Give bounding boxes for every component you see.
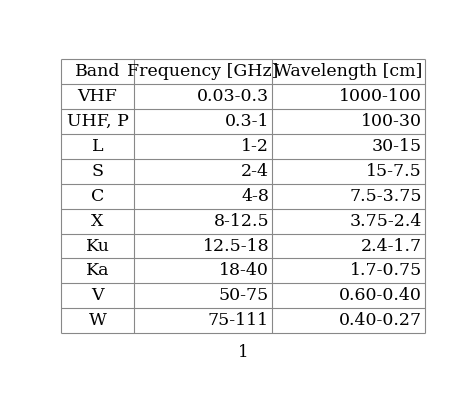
Text: L: L bbox=[91, 138, 103, 155]
Text: 0.60-0.40: 0.60-0.40 bbox=[339, 287, 422, 304]
Text: 8-12.5: 8-12.5 bbox=[213, 213, 269, 229]
Text: C: C bbox=[91, 188, 104, 205]
Text: 1.7-0.75: 1.7-0.75 bbox=[349, 263, 422, 280]
Text: 7.5-3.75: 7.5-3.75 bbox=[349, 188, 422, 205]
Text: UHF, P: UHF, P bbox=[66, 113, 128, 130]
Text: Ku: Ku bbox=[85, 238, 109, 255]
Text: Band: Band bbox=[75, 63, 120, 80]
Text: Frequency [GHz]: Frequency [GHz] bbox=[127, 63, 279, 80]
Text: 2.4-1.7: 2.4-1.7 bbox=[361, 238, 422, 255]
Text: 0.40-0.27: 0.40-0.27 bbox=[339, 312, 422, 329]
Text: 50-75: 50-75 bbox=[219, 287, 269, 304]
Text: 100-30: 100-30 bbox=[361, 113, 422, 130]
Text: 75-111: 75-111 bbox=[208, 312, 269, 329]
Text: 0.03-0.3: 0.03-0.3 bbox=[197, 88, 269, 105]
Text: 1: 1 bbox=[237, 344, 248, 361]
Text: 4-8: 4-8 bbox=[241, 188, 269, 205]
Text: 0.3-1: 0.3-1 bbox=[225, 113, 269, 130]
Text: 18-40: 18-40 bbox=[219, 263, 269, 280]
Text: X: X bbox=[91, 213, 104, 229]
Text: W: W bbox=[89, 312, 106, 329]
Text: Ka: Ka bbox=[86, 263, 109, 280]
Text: V: V bbox=[91, 287, 104, 304]
Text: 2-4: 2-4 bbox=[241, 163, 269, 180]
Text: 15-7.5: 15-7.5 bbox=[366, 163, 422, 180]
Text: 1-2: 1-2 bbox=[241, 138, 269, 155]
Text: S: S bbox=[91, 163, 103, 180]
Text: Wavelength [cm]: Wavelength [cm] bbox=[274, 63, 423, 80]
Text: 30-15: 30-15 bbox=[372, 138, 422, 155]
Text: 3.75-2.4: 3.75-2.4 bbox=[349, 213, 422, 229]
Text: 12.5-18: 12.5-18 bbox=[202, 238, 269, 255]
Text: 1000-100: 1000-100 bbox=[339, 88, 422, 105]
Text: VHF: VHF bbox=[78, 88, 118, 105]
